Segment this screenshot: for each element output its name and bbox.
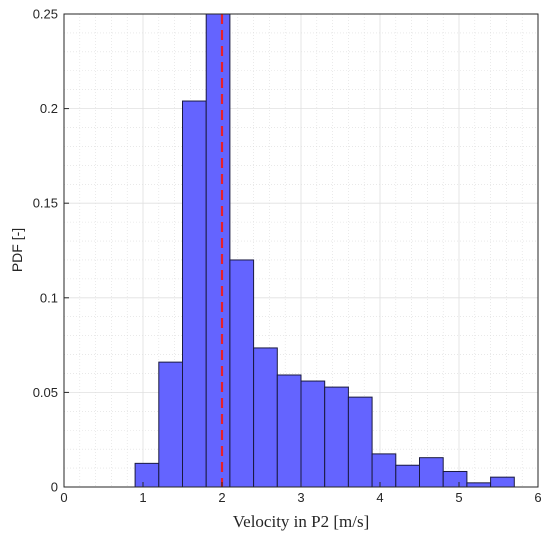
histogram-bar <box>158 361 184 488</box>
histogram-bar <box>466 482 492 488</box>
y-axis-title: PDF [-] <box>9 228 25 272</box>
y-tick-label: 0.15 <box>33 196 58 211</box>
x-tick-label: 0 <box>60 490 67 505</box>
histogram-bar <box>347 396 373 488</box>
x-axis-title: Velocity in P2 [m/s] <box>233 512 369 531</box>
y-tick-label: 0 <box>51 480 58 495</box>
histogram-bar <box>205 13 231 488</box>
histogram-bar <box>229 259 255 488</box>
histogram-bar <box>324 386 349 488</box>
histogram-bar <box>134 462 160 488</box>
y-tick-label: 0.25 <box>33 7 58 22</box>
x-tick-label: 5 <box>455 490 462 505</box>
histogram-bars <box>134 13 515 488</box>
histogram-bar <box>371 453 397 488</box>
histogram-bar <box>490 476 515 488</box>
histogram-bar <box>276 374 302 488</box>
histogram-bar <box>395 464 420 488</box>
y-axis-ticks: 0 0.05 0.1 0.15 0.2 0.25 <box>33 7 69 495</box>
histogram-bar <box>442 470 468 488</box>
histogram-bar <box>253 347 278 488</box>
histogram-bar <box>300 380 326 488</box>
histogram-bar <box>182 100 207 488</box>
y-tick-label: 0.05 <box>33 385 58 400</box>
y-tick-label: 0.1 <box>40 290 58 305</box>
x-tick-label: 2 <box>218 490 225 505</box>
x-tick-label: 1 <box>139 490 146 505</box>
histogram-bar <box>419 457 444 488</box>
x-tick-label: 4 <box>376 490 383 505</box>
x-axis-ticks: 0 1 2 3 4 5 6 <box>60 482 542 505</box>
x-tick-label: 6 <box>534 490 541 505</box>
x-tick-label: 3 <box>297 490 304 505</box>
y-tick-label: 0.2 <box>40 101 58 116</box>
